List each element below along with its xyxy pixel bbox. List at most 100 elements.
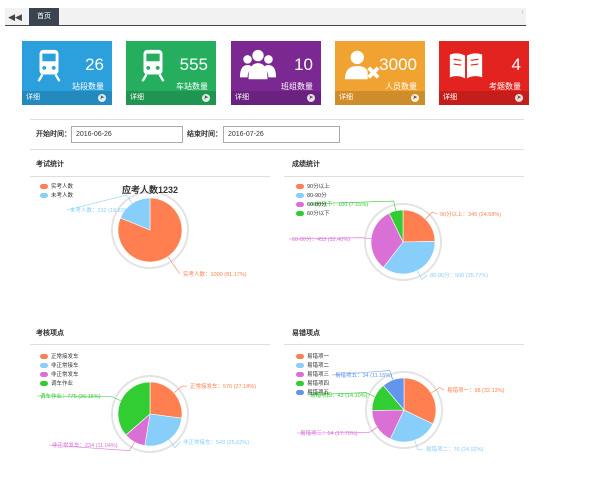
exam-stats-title: 考试统计 (36, 161, 64, 168)
label-leader-line (417, 270, 428, 280)
legend-label[interactable]: 易错项二 (307, 361, 330, 369)
tab-bar: ◀◀ 首页 ↑ (5, 8, 526, 26)
legend-label[interactable]: 非正常发车 (51, 370, 79, 378)
legend-label[interactable]: 60-80分 (307, 200, 327, 208)
legend-label[interactable]: 易错项五 (307, 388, 330, 396)
stat-card-teams[interactable]: 10 班组数量 详细 ➤ (231, 41, 321, 105)
pie-chart: 实考人数：1000 (81.17%) 未考人数：232 (18.83%) 实考人数未… (40, 182, 247, 278)
data-label: 80-90分：500 (35.77%) (430, 271, 488, 279)
legend-swatch[interactable] (296, 381, 304, 386)
pie-slice[interactable] (402, 209, 436, 243)
detail-link[interactable]: 详细 (443, 94, 457, 101)
data-label: 非正常接车：543 (25.62%) (183, 438, 249, 446)
train-icon (141, 49, 165, 82)
legend-swatch[interactable] (296, 372, 304, 377)
card-footer[interactable]: 详细 ➤ (439, 91, 529, 105)
divider (30, 119, 524, 120)
label-leader-line (425, 211, 438, 220)
legend-swatch[interactable] (296, 363, 304, 368)
card-footer[interactable]: 详细 ➤ (126, 91, 216, 105)
arrow-right-icon[interactable]: ➤ (98, 94, 106, 102)
legend-swatch[interactable] (296, 193, 304, 198)
stat-card-stations[interactable]: 555 车站数量 详细 ➤ (126, 41, 216, 105)
detail-link[interactable]: 详细 (235, 94, 249, 101)
detail-link[interactable]: 详细 (130, 94, 144, 101)
data-label: 60分以下：100 (7.15%) (310, 200, 368, 208)
legend-swatch[interactable] (40, 193, 48, 198)
train-icon (37, 49, 61, 82)
arrow-right-icon[interactable]: ➤ (411, 94, 419, 102)
stations-count: 555 (179, 55, 208, 74)
corner-arrow-icon[interactable]: ↑ (521, 10, 524, 16)
label-leader-line (288, 237, 372, 240)
questions-count: 4 (511, 55, 521, 74)
legend-label[interactable]: 未考人数 (51, 191, 74, 199)
check-points-title: 考核项点 (36, 330, 64, 337)
arrow-right-icon[interactable]: ➤ (515, 94, 523, 102)
pie-slice[interactable] (370, 212, 404, 268)
legend-swatch[interactable] (40, 381, 48, 386)
data-label: 未考人数：232 (18.83%) (70, 206, 131, 214)
tab-home[interactable]: 首页 (29, 8, 59, 26)
pie-slice[interactable] (382, 377, 405, 411)
card-footer[interactable]: 详细 ➤ (231, 91, 321, 105)
stat-card-sections[interactable]: 26 站段数量 详细 ➤ (22, 41, 112, 105)
arrow-right-icon[interactable]: ➤ (202, 94, 210, 102)
start-time-input[interactable] (71, 126, 183, 143)
legend-swatch[interactable] (296, 211, 304, 216)
chart-title: 应考人数1232 (122, 184, 178, 195)
data-label: 调车作业：775 (36.15%) (40, 392, 101, 400)
pie-slice[interactable] (403, 377, 437, 425)
panel-divider (30, 344, 270, 345)
legend-swatch[interactable] (40, 372, 48, 377)
divider (30, 149, 524, 150)
pie-slice[interactable] (383, 241, 436, 275)
legend-swatch[interactable] (296, 354, 304, 359)
teams-label: 班组数量 (281, 82, 313, 91)
stat-card-questions[interactable]: 4 考题数量 详细 ➤ (439, 41, 529, 105)
data-label: 非正常发车：234 (11.04%) (52, 441, 118, 449)
stat-card-staff[interactable]: 3000 人员数量 详细 ➤ (335, 41, 425, 105)
card-footer[interactable]: 详细 ➤ (335, 91, 425, 105)
panel-divider (284, 344, 524, 345)
pie-ring (365, 371, 443, 449)
card-footer[interactable]: 详细 ➤ (22, 91, 112, 105)
score-stats-title: 成绩统计 (292, 161, 320, 168)
legend-label[interactable]: 60分以下 (307, 209, 330, 217)
label-leader-line (168, 439, 181, 449)
legend-swatch[interactable] (296, 184, 304, 189)
pie-slice[interactable] (149, 381, 183, 419)
legend-label[interactable]: 易错项三 (307, 370, 330, 378)
legend-swatch[interactable] (296, 202, 304, 207)
legend-label[interactable]: 正常接发车 (51, 352, 79, 360)
data-label: 易错项二：76 (24.92%) (426, 445, 484, 453)
legend-label[interactable]: 非正常接车 (51, 361, 79, 369)
label-leader-line (331, 370, 394, 381)
legend-label[interactable]: 调车作业 (51, 379, 74, 387)
pie-slice[interactable] (119, 197, 151, 231)
teams-count: 10 (294, 55, 313, 74)
legend-swatch[interactable] (40, 363, 48, 368)
detail-link[interactable]: 详细 (26, 94, 40, 101)
staff-label: 人员数量 (385, 82, 417, 91)
legend-label[interactable]: 90分以上 (307, 182, 330, 190)
double-chevron-left-icon[interactable]: ◀◀ (8, 12, 22, 22)
legend-label[interactable]: 易错项四 (307, 379, 329, 387)
panel-divider (284, 176, 524, 177)
arrow-right-icon[interactable]: ➤ (307, 94, 315, 102)
end-time-input[interactable] (223, 126, 340, 143)
legend-swatch[interactable] (40, 184, 48, 189)
pie-chart: 正常接发车：576 (27.18%) 非正常接车：543 (25.62%) 非正常发… (36, 352, 256, 453)
pie-slice[interactable] (389, 409, 434, 443)
data-label: 易错项五：34 (11.15%) (335, 371, 392, 379)
legend-label[interactable]: 易错项一 (307, 352, 330, 360)
legend-label[interactable]: 80-90分 (307, 191, 327, 199)
detail-link[interactable]: 详细 (339, 94, 353, 101)
legend-swatch[interactable] (296, 390, 304, 395)
legend-label[interactable]: 实考人数 (51, 182, 74, 190)
legend-swatch[interactable] (40, 354, 48, 359)
pie-slice[interactable] (144, 413, 183, 447)
label-leader-line (306, 200, 397, 211)
data-label: 易错项一：98 (32.13%) (447, 386, 505, 394)
